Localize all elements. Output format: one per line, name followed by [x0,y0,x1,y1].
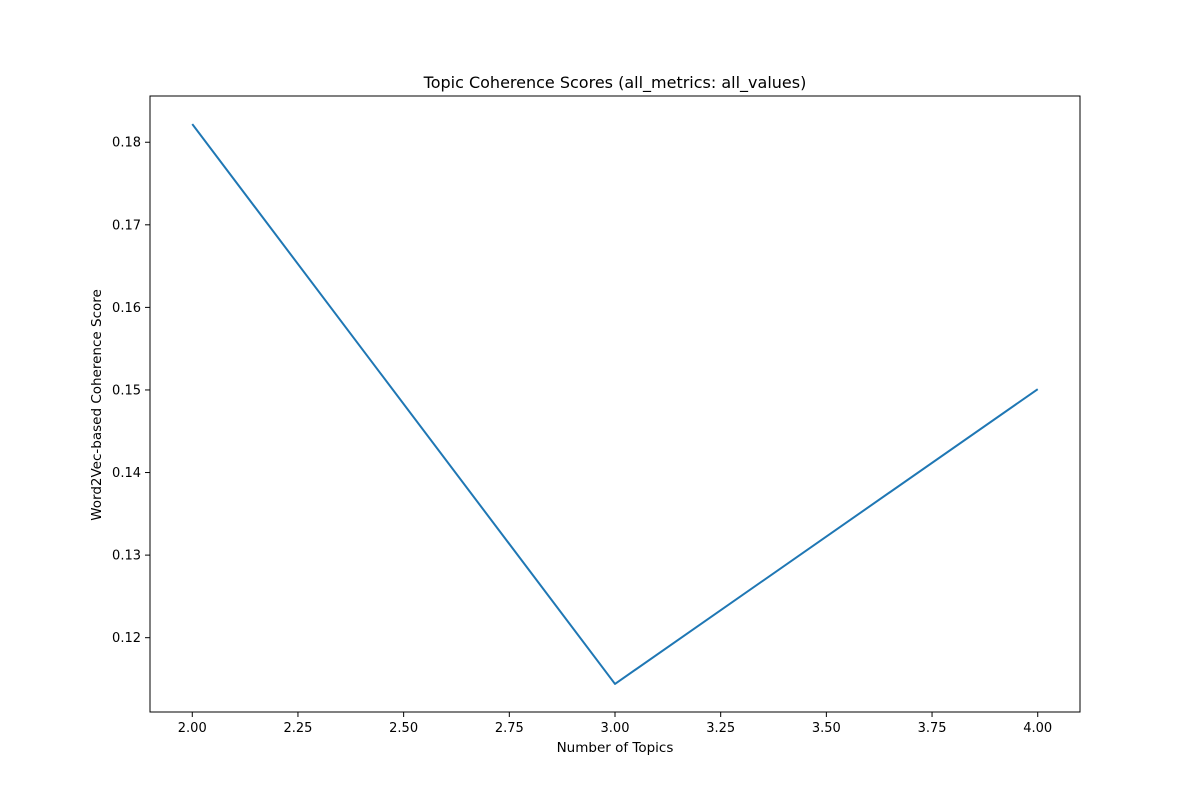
series-line-0 [191,123,1039,685]
y-tick-label: 0.15 [112,383,141,398]
x-tick-label: 4.00 [1023,721,1052,736]
y-tick-label: 0.13 [112,549,141,564]
x-tick-label: 3.50 [812,721,841,736]
x-tick-label: 3.25 [706,721,735,736]
x-tick-label: 2.75 [495,721,524,736]
x-tick-label: 2.50 [389,721,418,736]
y-tick-label: 0.12 [112,631,141,646]
x-tick-label: 2.00 [178,721,207,736]
y-tick-label: 0.16 [112,301,141,316]
y-tick-label: 0.17 [112,218,141,233]
x-tick-label: 2.25 [283,721,312,736]
x-tick-label: 3.75 [918,721,947,736]
plot-area: 2.00 2.25 2.50 2.75 3.00 3.25 3.50 3.75 4.00 0.12… [112,95,1081,736]
chart-title: Topic Coherence Scores (all_metrics: all… [423,73,807,93]
y-tick-label: 0.18 [112,136,141,151]
y-axis-label: Word2Vec-based Coherence Score [89,289,105,521]
y-tick-label: 0.14 [112,466,141,481]
x-tick-label: 3.00 [601,721,630,736]
x-axis-label: Number of Topics [557,740,674,756]
